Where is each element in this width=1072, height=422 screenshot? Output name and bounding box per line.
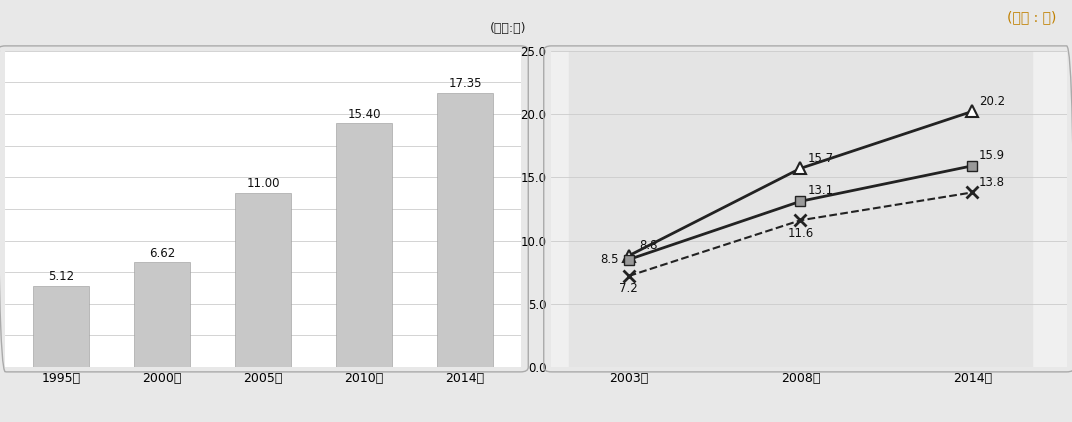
Text: 15.40: 15.40: [347, 108, 381, 121]
Text: 20.2: 20.2: [979, 95, 1006, 108]
Text: (단위 : 개): (단위 : 개): [1007, 11, 1056, 24]
Text: 7.2: 7.2: [620, 282, 638, 295]
Bar: [337, 123, 391, 367]
Text: 6.62: 6.62: [149, 246, 175, 260]
Text: 13.1: 13.1: [807, 184, 833, 197]
Text: 15.9: 15.9: [979, 149, 1006, 162]
Text: (단위:개): (단위:개): [490, 22, 526, 35]
Bar: [235, 193, 291, 367]
Text: 13.8: 13.8: [979, 176, 1006, 189]
Text: 11.6: 11.6: [787, 227, 814, 240]
Bar: [437, 92, 493, 367]
Text: 17.35: 17.35: [448, 77, 481, 90]
Text: 11.00: 11.00: [247, 177, 280, 190]
Text: 8.5: 8.5: [600, 253, 619, 266]
Bar: [33, 286, 89, 367]
Text: 5.12: 5.12: [48, 270, 74, 283]
Text: 15.7: 15.7: [807, 151, 833, 165]
Text: 8.8: 8.8: [639, 239, 657, 252]
Bar: [134, 262, 190, 367]
